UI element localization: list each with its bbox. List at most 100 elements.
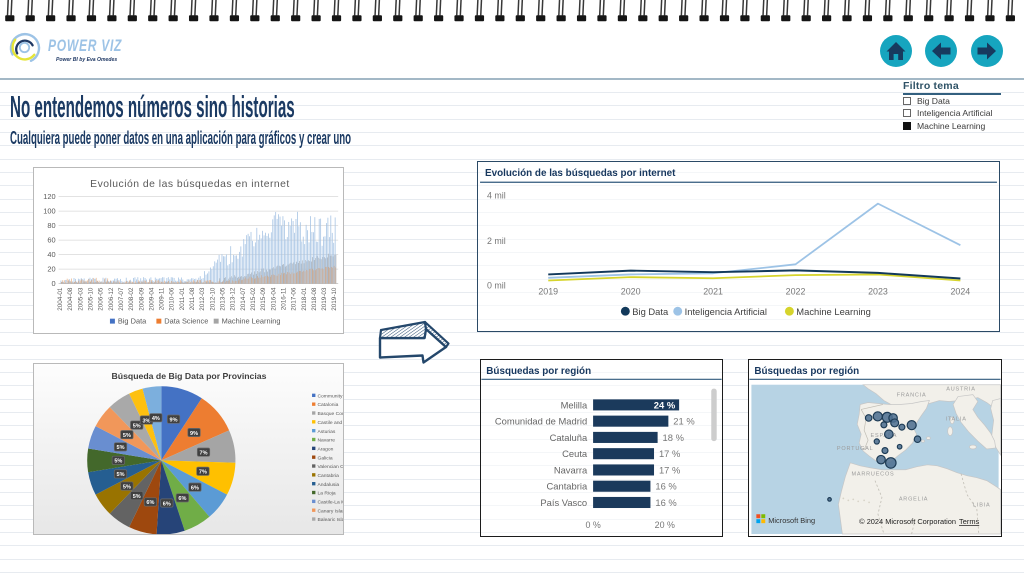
svg-text:2017-06: 2017-06 bbox=[291, 287, 298, 311]
svg-text:© 2024 Microsoft Corporation: © 2024 Microsoft Corporation bbox=[859, 517, 956, 526]
svg-text:Melilla: Melilla bbox=[561, 399, 588, 410]
svg-text:0 mil: 0 mil bbox=[487, 281, 506, 291]
svg-text:2007-07: 2007-07 bbox=[118, 287, 125, 311]
svg-text:18 %: 18 % bbox=[663, 432, 684, 443]
svg-text:LIBIA: LIBIA bbox=[973, 502, 990, 508]
svg-text:2012-03: 2012-03 bbox=[199, 287, 206, 311]
svg-text:Castile and L: Castile and L bbox=[317, 420, 344, 426]
svg-text:3%: 3% bbox=[142, 418, 150, 424]
svg-text:16 %: 16 % bbox=[655, 497, 676, 508]
svg-text:2011-01: 2011-01 bbox=[179, 287, 186, 310]
svg-text:120: 120 bbox=[43, 192, 55, 201]
svg-text:2006-12: 2006-12 bbox=[108, 287, 115, 311]
svg-text:0 %: 0 % bbox=[585, 520, 600, 530]
svg-text:7%: 7% bbox=[199, 470, 207, 476]
svg-text:2021: 2021 bbox=[703, 286, 723, 296]
svg-text:Cataluña: Cataluña bbox=[550, 432, 588, 443]
svg-text:Evolución de las búsquedas en: Evolución de las búsquedas en internet bbox=[90, 179, 290, 190]
svg-text:Asturias: Asturias bbox=[317, 429, 335, 435]
svg-text:2015-09: 2015-09 bbox=[260, 287, 267, 311]
svg-text:2020: 2020 bbox=[621, 286, 641, 296]
svg-text:2014-07: 2014-07 bbox=[240, 287, 247, 311]
svg-text:2023: 2023 bbox=[868, 286, 888, 296]
svg-text:0: 0 bbox=[51, 279, 55, 288]
svg-text:Búsquedas por región: Búsquedas por región bbox=[486, 366, 591, 377]
svg-text:2019-03: 2019-03 bbox=[321, 287, 328, 311]
svg-text:5%: 5% bbox=[117, 445, 125, 451]
svg-text:2018-08: 2018-08 bbox=[311, 287, 318, 311]
svg-text:24 %: 24 % bbox=[654, 399, 676, 410]
svg-text:20: 20 bbox=[47, 265, 55, 274]
svg-text:20 %: 20 % bbox=[655, 520, 675, 530]
svg-text:6%: 6% bbox=[163, 501, 171, 507]
svg-text:2024: 2024 bbox=[950, 286, 970, 296]
svg-text:Data Science: Data Science bbox=[164, 317, 208, 326]
svg-text:4%: 4% bbox=[152, 416, 160, 422]
svg-text:Galicia: Galicia bbox=[317, 455, 332, 461]
svg-text:2010-06: 2010-06 bbox=[169, 287, 176, 311]
svg-text:2012-10: 2012-10 bbox=[209, 287, 216, 311]
svg-text:AUSTRIA: AUSTRIA bbox=[946, 387, 975, 393]
svg-text:Balearic Isla: Balearic Isla bbox=[317, 517, 344, 523]
svg-text:FRANCIA: FRANCIA bbox=[897, 393, 927, 399]
svg-text:5%: 5% bbox=[133, 494, 141, 500]
svg-text:Canary Islan: Canary Islan bbox=[317, 508, 344, 514]
svg-text:Terms: Terms bbox=[959, 517, 979, 526]
svg-text:Comunidad de Madrid: Comunidad de Madrid bbox=[495, 416, 587, 427]
svg-text:2005-03: 2005-03 bbox=[77, 287, 84, 311]
svg-text:2016-04: 2016-04 bbox=[270, 287, 277, 311]
svg-text:4 mil: 4 mil bbox=[487, 191, 506, 201]
svg-text:ESPAÑA: ESPAÑA bbox=[871, 432, 898, 439]
svg-text:Big Data: Big Data bbox=[118, 317, 147, 326]
svg-text:Búsqueda de Big Data por Provi: Búsqueda de Big Data por Provincias bbox=[112, 371, 267, 381]
svg-text:2008-02: 2008-02 bbox=[128, 287, 135, 311]
svg-text:2004-01: 2004-01 bbox=[57, 287, 64, 311]
svg-text:5%: 5% bbox=[114, 459, 122, 465]
svg-text:5%: 5% bbox=[117, 472, 125, 478]
svg-text:ARGELIA: ARGELIA bbox=[899, 496, 928, 502]
svg-text:Navarra: Navarra bbox=[554, 464, 588, 475]
svg-text:60: 60 bbox=[47, 236, 55, 245]
svg-text:Big Data: Big Data bbox=[632, 307, 669, 317]
svg-text:2 mil: 2 mil bbox=[487, 236, 506, 246]
svg-text:5%: 5% bbox=[123, 433, 131, 439]
svg-text:2008-09: 2008-09 bbox=[138, 287, 145, 311]
svg-text:2009-11: 2009-11 bbox=[159, 287, 166, 310]
svg-text:2011-08: 2011-08 bbox=[189, 287, 196, 310]
svg-text:7%: 7% bbox=[200, 450, 208, 456]
svg-text:ITALIA: ITALIA bbox=[945, 416, 966, 422]
svg-text:9%: 9% bbox=[170, 417, 178, 423]
svg-text:2006-05: 2006-05 bbox=[98, 287, 105, 311]
svg-text:2015-02: 2015-02 bbox=[250, 287, 257, 311]
svg-text:Microsoft Bing: Microsoft Bing bbox=[768, 516, 815, 525]
svg-text:Machine Learning: Machine Learning bbox=[796, 307, 871, 317]
svg-text:40: 40 bbox=[47, 250, 55, 259]
svg-text:Búsquedas por región: Búsquedas por región bbox=[754, 366, 859, 377]
svg-text:Machine Learning: Machine Learning bbox=[222, 317, 281, 326]
svg-text:MARRUECOS: MARRUECOS bbox=[852, 472, 895, 478]
svg-text:Castile-La M: Castile-La M bbox=[317, 499, 344, 505]
svg-text:Inteligencia Artificial: Inteligencia Artificial bbox=[685, 307, 767, 317]
svg-text:Catalonia: Catalonia bbox=[317, 402, 338, 408]
svg-text:21 %: 21 % bbox=[673, 416, 694, 427]
svg-text:2016-11: 2016-11 bbox=[280, 287, 287, 310]
svg-text:Andalusia: Andalusia bbox=[317, 482, 339, 488]
svg-text:La Rioja: La Rioja bbox=[317, 491, 335, 497]
svg-text:Evolución de las búsquedas por: Evolución de las búsquedas por internet bbox=[485, 168, 676, 179]
svg-text:16 %: 16 % bbox=[655, 481, 676, 492]
svg-text:Ceuta: Ceuta bbox=[562, 448, 588, 459]
svg-text:6%: 6% bbox=[191, 485, 199, 491]
svg-text:2004-08: 2004-08 bbox=[67, 287, 74, 311]
svg-text:País Vasco: País Vasco bbox=[540, 497, 587, 508]
svg-text:Cantabria: Cantabria bbox=[317, 473, 339, 479]
svg-text:Community: Community bbox=[317, 393, 342, 399]
svg-text:2013-12: 2013-12 bbox=[230, 287, 237, 311]
svg-text:9%: 9% bbox=[190, 431, 198, 437]
svg-text:2005-10: 2005-10 bbox=[88, 287, 95, 311]
svg-text:100: 100 bbox=[43, 207, 55, 216]
svg-text:6%: 6% bbox=[146, 500, 154, 506]
svg-text:2018-01: 2018-01 bbox=[301, 287, 308, 311]
svg-text:2022: 2022 bbox=[786, 286, 806, 296]
svg-text:PORTUGAL: PORTUGAL bbox=[837, 446, 874, 452]
svg-text:6%: 6% bbox=[178, 496, 186, 502]
